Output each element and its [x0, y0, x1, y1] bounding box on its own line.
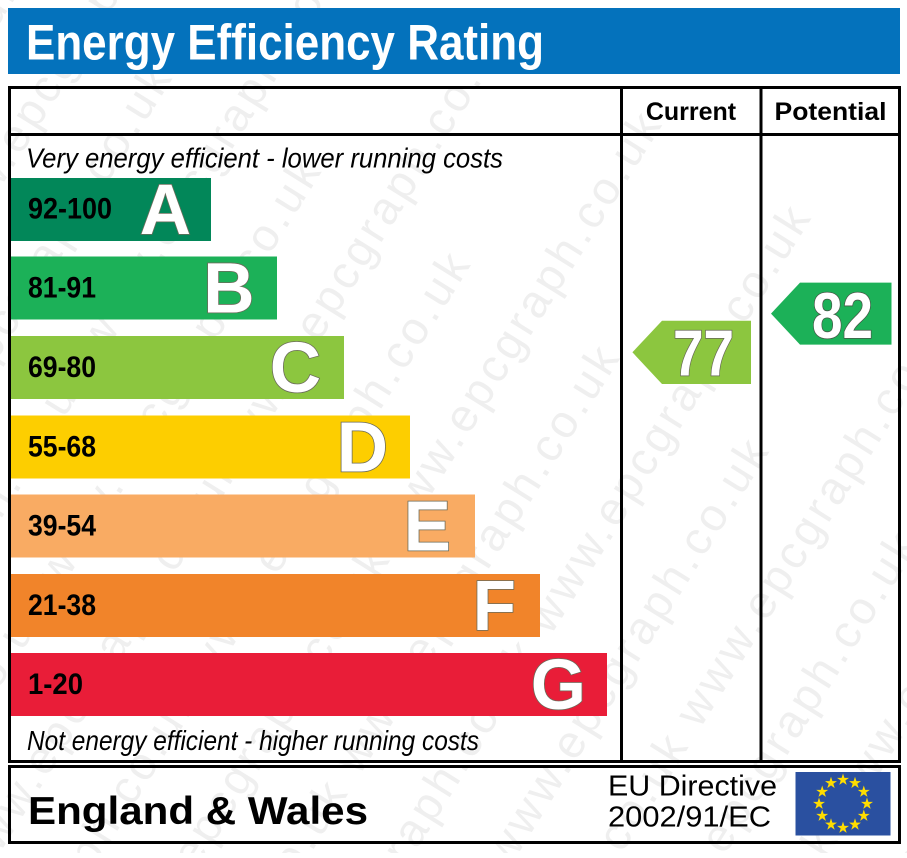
- svg-text:G: G: [531, 646, 586, 725]
- svg-text:Potential: Potential: [775, 98, 887, 126]
- svg-text:21-38: 21-38: [28, 589, 96, 622]
- svg-text:77: 77: [673, 317, 734, 390]
- svg-text:92-100: 92-100: [28, 193, 112, 226]
- svg-text:81-91: 81-91: [28, 272, 96, 305]
- svg-text:1-20: 1-20: [28, 668, 83, 701]
- svg-text:D: D: [337, 409, 388, 488]
- svg-text:EU Directive: EU Directive: [608, 771, 777, 803]
- svg-text:2002/91/EC: 2002/91/EC: [608, 802, 771, 834]
- svg-text:39-54: 39-54: [28, 510, 96, 543]
- svg-text:Current: Current: [646, 98, 737, 126]
- svg-text:C: C: [270, 329, 321, 408]
- svg-text:55-68: 55-68: [28, 431, 96, 464]
- svg-text:69-80: 69-80: [28, 351, 96, 384]
- svg-text:Very energy efficient - lower: Very energy efficient - lower running co…: [26, 143, 503, 174]
- svg-text:82: 82: [812, 279, 873, 352]
- svg-text:Energy Efficiency Rating: Energy Efficiency Rating: [26, 15, 544, 71]
- svg-text:Not energy efficient - higher: Not energy efficient - higher running co…: [27, 725, 479, 756]
- svg-text:E: E: [404, 488, 451, 567]
- svg-text:England & Wales: England & Wales: [28, 790, 368, 833]
- svg-text:B: B: [203, 250, 254, 329]
- svg-text:A: A: [140, 171, 191, 250]
- svg-text:F: F: [473, 567, 516, 646]
